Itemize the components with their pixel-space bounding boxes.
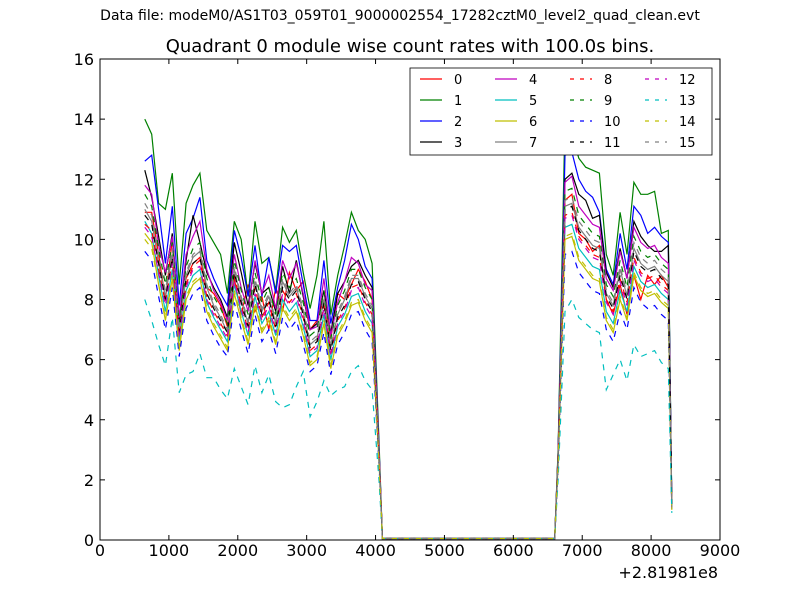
y-tick-label: 10 — [74, 230, 94, 249]
series-line-15 — [144, 196, 673, 540]
x-offset-label: +2.81981e8 — [618, 563, 718, 582]
y-tick-label: 16 — [74, 50, 94, 69]
series-line-10 — [144, 250, 673, 540]
legend-label-6: 6 — [529, 115, 537, 130]
legend-label-8: 8 — [604, 73, 612, 88]
legend-label-1: 1 — [454, 94, 462, 109]
legend-label-2: 2 — [454, 115, 462, 130]
x-tick-label: 4000 — [355, 541, 396, 560]
legend-label-0: 0 — [454, 73, 462, 88]
y-tick-label: 4 — [84, 411, 94, 430]
legend-label-11: 11 — [604, 136, 621, 151]
x-tick-label: 3000 — [286, 541, 327, 560]
x-tick-label: 5000 — [424, 541, 465, 560]
series-line-3 — [144, 170, 673, 540]
series-line-4 — [144, 175, 673, 540]
legend-label-12: 12 — [679, 73, 696, 88]
series-line-5 — [144, 221, 673, 540]
series-line-1 — [144, 118, 673, 540]
figure-suptitle: Data file: modeM0/AS1T03_059T01_90000025… — [100, 8, 700, 24]
legend-label-9: 9 — [604, 94, 612, 109]
y-tick-label: 8 — [84, 291, 94, 310]
series-layer — [144, 118, 673, 540]
series-line-8 — [144, 211, 673, 540]
legend-label-13: 13 — [679, 94, 696, 109]
series-line-6 — [144, 233, 673, 540]
series-line-7 — [144, 202, 673, 540]
y-tick-label: 2 — [84, 471, 94, 490]
series-line-9 — [144, 187, 673, 540]
legend-label-7: 7 — [529, 136, 537, 151]
x-tick-label: 9000 — [700, 541, 741, 560]
legend-label-14: 14 — [679, 115, 696, 130]
series-line-12 — [144, 214, 673, 540]
legend-label-15: 15 — [679, 136, 696, 151]
x-tick-label: 0 — [95, 541, 105, 560]
legend-box — [409, 67, 713, 156]
legend-label-5: 5 — [529, 94, 537, 109]
x-tick-label: 7000 — [562, 541, 603, 560]
legend-label-3: 3 — [454, 136, 462, 151]
x-tick-label: 8000 — [631, 541, 672, 560]
series-line-11 — [144, 205, 673, 540]
legend-label-10: 10 — [604, 115, 621, 130]
x-tick-label: 1000 — [149, 541, 190, 560]
y-tick-label: 14 — [74, 110, 94, 129]
ticks-layer: 0 1000 2000 3000 4000 5000 6000 7000 8000 9000 0 2 4… — [74, 50, 741, 560]
y-tick-label: 6 — [84, 351, 94, 370]
x-tick-label: 6000 — [493, 541, 534, 560]
series-line-13 — [144, 298, 673, 540]
y-tick-label: 12 — [74, 170, 94, 189]
chart-title: Quadrant 0 module wise count rates with … — [165, 36, 655, 57]
y-tick-label: 0 — [84, 531, 94, 550]
x-tick-label: 2000 — [217, 541, 258, 560]
legend-label-4: 4 — [529, 73, 537, 88]
